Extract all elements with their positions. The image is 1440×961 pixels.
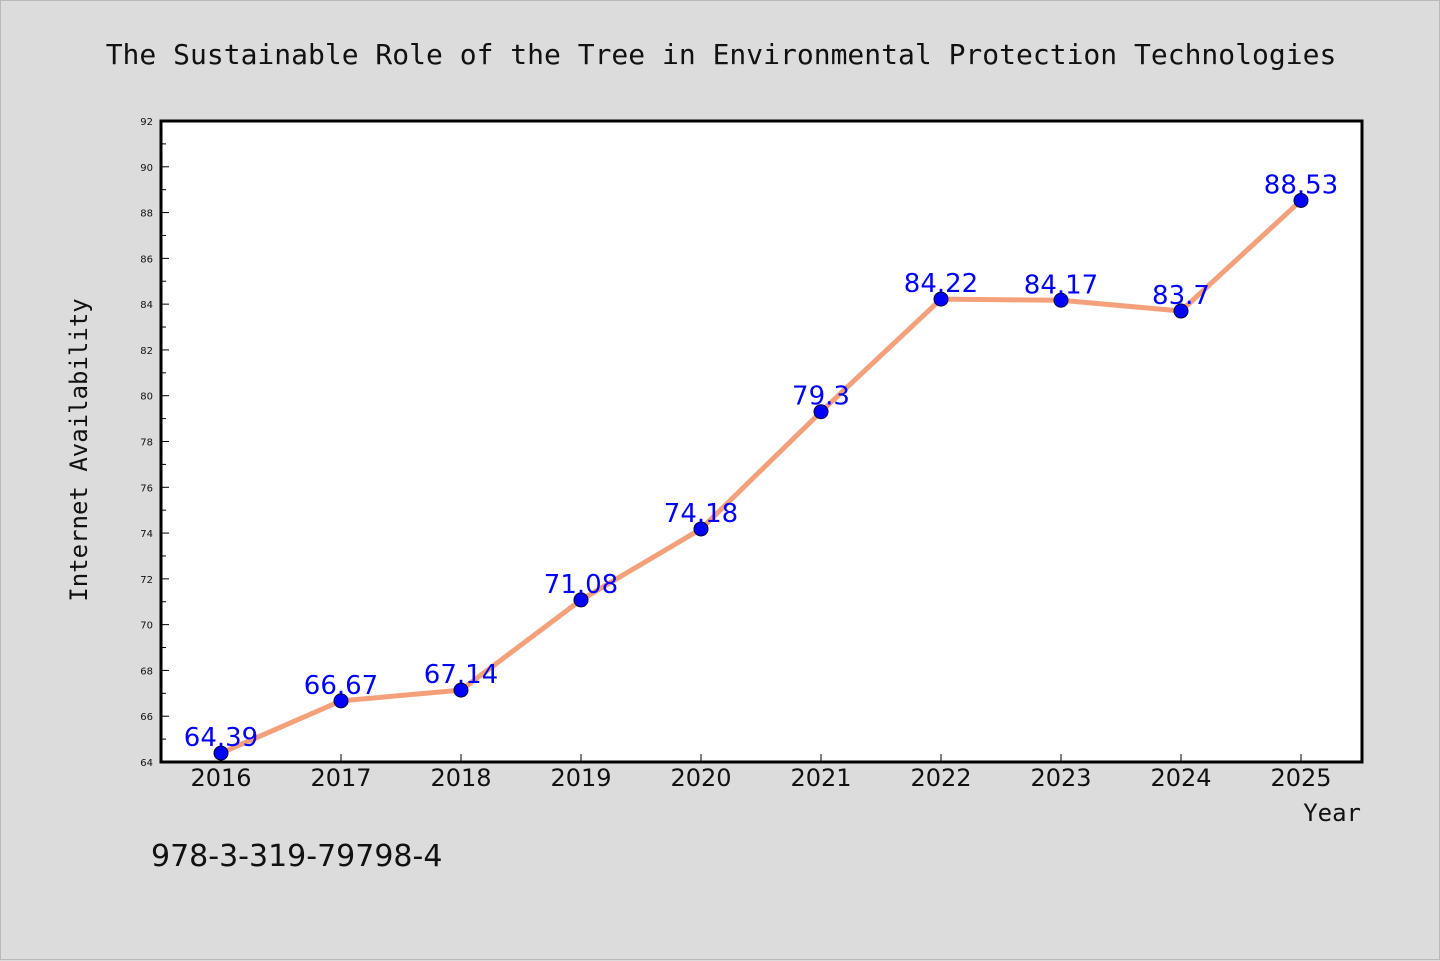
data-point-marker [213,745,229,761]
data-point-marker [1293,192,1309,208]
y-tick-label: 76 [140,483,153,494]
isbn-footer: 978-3-319-79798-4 [151,839,442,874]
series-line [220,198,1303,756]
y-tick-label: 70 [140,621,153,632]
y-tick-label: 66 [140,712,153,723]
x-tick-label: 2019 [550,764,611,792]
x-tick-label: 2016 [190,764,251,792]
y-tick-label: 92 [140,117,153,128]
data-value-label: 88.53 [1264,170,1338,200]
data-value-label: 67.14 [424,660,498,690]
data-value-label: 84.17 [1024,270,1098,300]
x-tick-label: 2025 [1270,764,1331,792]
y-tick-label: 68 [140,666,153,677]
y-tick-label: 80 [140,392,153,403]
y-tick-label: 82 [140,346,153,357]
x-tick-label: 2021 [790,764,851,792]
data-markers [213,192,1309,761]
x-tick-label: 2023 [1030,764,1091,792]
y-tick-label: 74 [140,529,153,540]
data-value-label: 84.22 [904,269,978,299]
y-tick-label: 84 [140,300,153,311]
data-point-marker [933,291,949,307]
data-value-label: 71.08 [544,570,618,600]
data-point-marker [813,404,829,420]
data-value-label: 74.18 [664,499,738,529]
data-value-label: 66.67 [304,671,378,701]
data-point-marker [333,693,349,709]
plot-area [159,119,1364,764]
data-labels: 64.39 66.67 67.14 71.08 74.18 79.3 84.22 84.17 8… [184,170,1338,753]
data-point-marker [693,521,709,537]
x-axis-label: Year [1303,799,1361,827]
x-tick-label: 2022 [910,764,971,792]
y-tick-label: 78 [140,438,153,449]
y-axis-label: Internet Availability [65,298,93,601]
y-tick-label: 90 [140,163,153,174]
x-axis-ticks: 2016 2017 2018 2019 2020 2021 2022 2023 2024 2025 [190,754,1332,792]
x-tick-label: 2018 [430,764,491,792]
data-value-label: 64.39 [184,723,258,753]
x-tick-label: 2024 [1150,764,1211,792]
data-point-marker [1173,303,1189,319]
data-point-marker [1053,292,1069,308]
y-tick-label: 64 [140,758,153,769]
y-tick-label: 88 [140,209,153,220]
x-tick-label: 2020 [670,764,731,792]
chart-title: The Sustainable Role of the Tree in Envi… [106,38,1337,71]
data-point-marker [453,682,469,698]
data-point-marker [573,592,589,608]
y-tick-label: 86 [140,254,153,265]
x-tick-label: 2017 [310,764,371,792]
data-value-label: 79.3 [792,382,850,412]
data-value-label: 83.7 [1152,281,1210,311]
y-tick-label: 72 [140,575,153,586]
y-axis-ticks: 64 66 68 70 72 74 76 78 80 82 84 86 88 90 92 [140,117,169,769]
